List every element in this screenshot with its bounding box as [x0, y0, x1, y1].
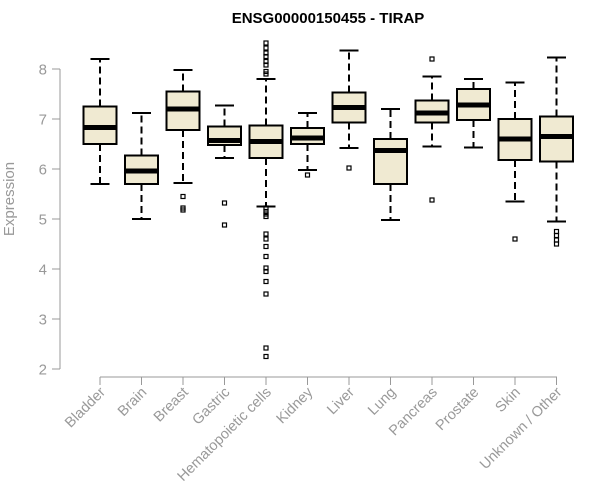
outlier-point	[429, 197, 435, 203]
outlier-point	[263, 213, 269, 220]
outlier-point	[263, 40, 269, 46]
outlier-point	[553, 241, 560, 247]
y-tick-label: 7	[39, 112, 47, 129]
x-tick-label: Breast	[151, 385, 192, 426]
box-bladder	[82, 58, 118, 185]
outlier-point	[221, 222, 228, 228]
outlier-point	[553, 232, 560, 239]
x-tick-label: Lung	[365, 385, 399, 419]
box-prostate	[456, 78, 491, 149]
chart-title: ENSG00000150455 - TIRAP	[232, 10, 425, 27]
y-tick-label: 2	[39, 362, 47, 379]
outlier-point	[553, 237, 560, 243]
box-liver	[331, 49, 367, 171]
y-tick-label: 3	[39, 312, 47, 329]
box-lung	[373, 108, 408, 221]
box-gastric	[207, 104, 242, 228]
outlier-point	[512, 236, 518, 242]
y-ticks: 2 3 4 5 6 7 8	[39, 62, 60, 379]
outlier-point	[553, 228, 560, 235]
outlier-point	[263, 268, 269, 275]
outlier-point	[263, 53, 269, 60]
outlier-point	[263, 236, 269, 242]
box-unknown-other	[539, 56, 574, 247]
x-tick-label: Bladder	[62, 384, 109, 431]
outlier-point	[263, 291, 269, 297]
box-breast	[165, 69, 201, 213]
outlier-point	[429, 56, 435, 62]
x-tick-label: Skin	[493, 385, 524, 416]
outlier-point	[304, 172, 311, 178]
x-tick-label: Brain	[115, 385, 150, 420]
outlier-point	[346, 165, 352, 171]
boxes	[82, 40, 574, 360]
outlier-point	[221, 200, 228, 206]
box-skin	[497, 81, 533, 242]
iqr-box	[373, 138, 408, 185]
outlier-point	[263, 231, 269, 237]
box-brain	[124, 112, 159, 220]
box-hematopoietic-cells	[248, 40, 284, 360]
y-tick-label: 6	[39, 162, 47, 179]
outlier-point	[263, 278, 269, 285]
outlier-point	[263, 353, 269, 360]
outlier-point	[263, 243, 269, 250]
outlier-point	[263, 71, 269, 77]
y-tick-label: 5	[39, 212, 47, 229]
y-tick-label: 8	[39, 62, 47, 79]
outlier-point	[263, 45, 269, 51]
x-tick-label: Prostate	[433, 385, 482, 434]
box-kidney	[290, 112, 325, 178]
outlier-point	[180, 207, 186, 213]
outlier-point	[180, 193, 186, 200]
x-tick-label: Kidney	[274, 384, 317, 427]
outlier-point	[263, 345, 269, 351]
x-tick-label: Liver	[324, 384, 358, 418]
box-pancreas	[414, 56, 450, 203]
outlier-point	[263, 253, 269, 260]
y-axis-label: Expression	[1, 162, 18, 236]
outlier-point	[263, 62, 269, 68]
y-tick-label: 4	[39, 262, 47, 279]
